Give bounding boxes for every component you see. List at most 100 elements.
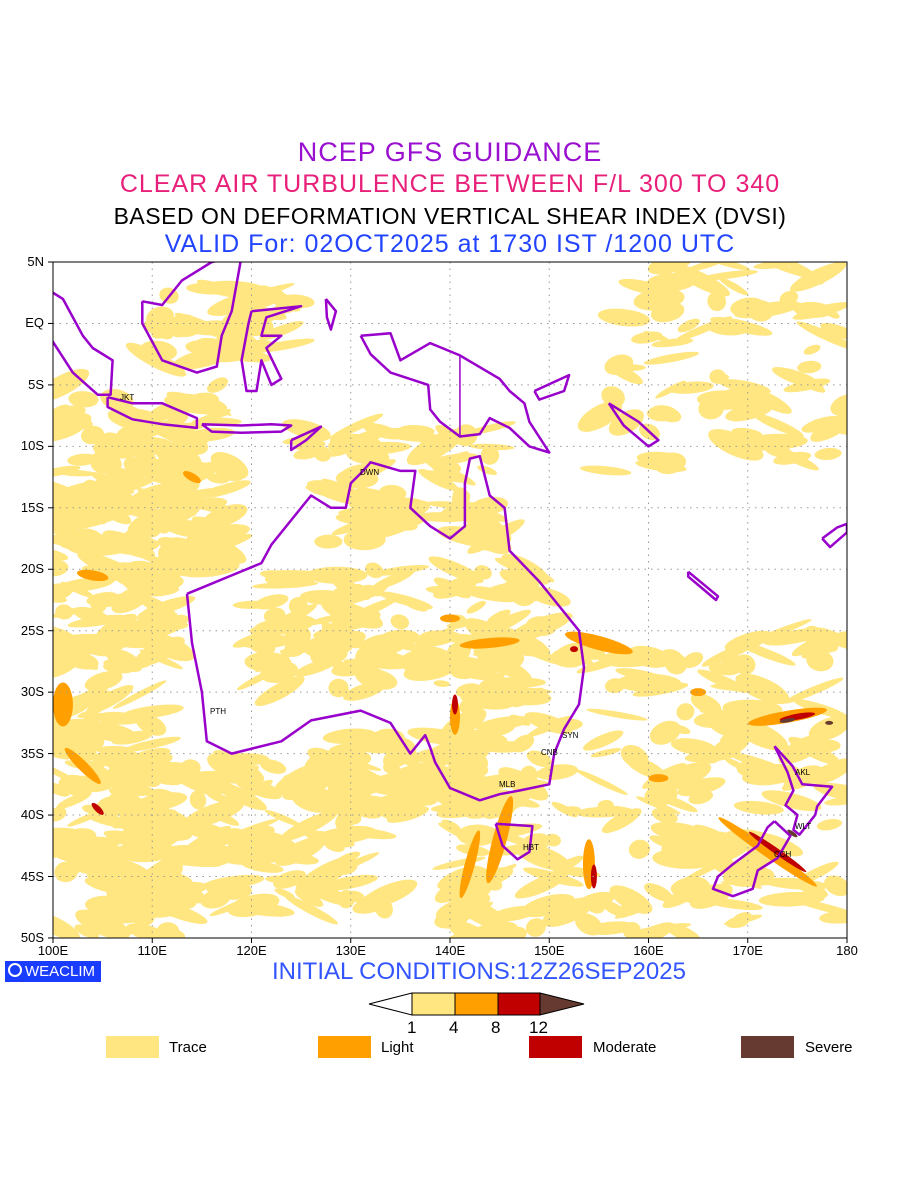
- trace-area: [616, 673, 682, 693]
- trace-area: [812, 418, 838, 427]
- trace-area: [143, 320, 174, 340]
- trace-area: [259, 831, 300, 858]
- lat-label: 20S: [20, 561, 44, 577]
- trace-area: [317, 489, 363, 506]
- trace-area: [145, 453, 193, 466]
- trace-area: [796, 321, 847, 351]
- trace-area: [480, 446, 500, 465]
- trace-area: [53, 583, 73, 602]
- colorbar-label: 12: [529, 1018, 548, 1037]
- trace-area: [311, 860, 351, 876]
- trace-area: [185, 461, 213, 470]
- trace-area: [134, 576, 156, 587]
- trace-area: [803, 344, 821, 355]
- trace-area: [145, 612, 178, 625]
- trace-area: [288, 597, 308, 615]
- trace-area: [154, 870, 173, 882]
- trace-area: [444, 663, 470, 673]
- title-model: NCEP GFS GUIDANCE: [297, 137, 603, 167]
- trace-area: [463, 504, 508, 522]
- trace-area: [689, 883, 733, 909]
- trace-area: [73, 734, 105, 754]
- lat-label: 50S: [20, 929, 44, 945]
- lat-label: 15S: [20, 499, 44, 515]
- trace-area: [598, 650, 659, 668]
- trace-area: [195, 337, 238, 361]
- trace-area: [259, 759, 287, 774]
- trace-area: [459, 737, 501, 755]
- trace-area: [346, 446, 390, 465]
- trace-area: [511, 734, 535, 753]
- lon-label: 120E: [236, 943, 267, 958]
- severe-area: [787, 829, 798, 838]
- trace-area: [628, 839, 651, 859]
- colorbar-label: 4: [449, 1018, 459, 1037]
- legend-label-severe: Severe: [805, 1039, 853, 1056]
- trace-area: [779, 290, 799, 306]
- trace-area: [435, 424, 467, 445]
- trace-area: [152, 788, 182, 805]
- trace-area: [157, 922, 180, 938]
- trace-area: [167, 766, 223, 797]
- trace-area: [590, 747, 622, 758]
- trace-area: [151, 426, 202, 449]
- lon-label: 160E: [633, 943, 664, 958]
- trace-area: [526, 750, 552, 767]
- trace-area: [398, 424, 435, 437]
- trace-area: [466, 600, 486, 614]
- trace-area: [112, 680, 167, 709]
- trace-area: [650, 821, 712, 844]
- trace-area: [761, 790, 822, 812]
- trace-area: [54, 469, 98, 477]
- lat-label: 5N: [27, 254, 44, 269]
- trace-area: [644, 883, 674, 902]
- trace-area: [708, 663, 740, 676]
- trace-area: [622, 921, 641, 938]
- trace-area: [111, 730, 153, 745]
- trace-area: [512, 687, 544, 708]
- title-method: BASED ON DEFORMATION VERTICAL SHEAR INDE…: [113, 203, 787, 229]
- trace-area: [322, 728, 376, 744]
- lon-label: 140E: [434, 943, 466, 958]
- trace-area: [294, 888, 324, 907]
- trace-area: [690, 693, 722, 715]
- trace-area: [789, 262, 847, 292]
- trace-area: [806, 649, 834, 672]
- trace-area: [109, 477, 157, 496]
- lon-label: 130E: [335, 943, 366, 958]
- trace-area: [460, 901, 494, 921]
- trace-area: [197, 482, 244, 498]
- trace-area: [514, 871, 568, 899]
- trace-area: [646, 405, 678, 422]
- trace-area: [264, 810, 302, 827]
- trace-area: [147, 898, 208, 924]
- coastline-fiji: [821, 522, 847, 549]
- trace-area: [719, 277, 749, 296]
- trace-area: [196, 279, 253, 301]
- lon-label: 100E: [37, 943, 69, 958]
- weaclim-logo: WEACLIM: [5, 961, 101, 982]
- axis-ticks: [48, 261, 848, 943]
- trace-area: [214, 464, 244, 482]
- trace-area: [284, 895, 338, 925]
- trace-area: [187, 429, 219, 442]
- trace-area: [734, 654, 756, 675]
- trace-area: [668, 381, 714, 394]
- grid-lines: [53, 262, 847, 938]
- trace-area: [275, 836, 326, 866]
- trace-area: [83, 843, 130, 863]
- trace-area: [123, 456, 142, 473]
- coastline-new-guinea: [359, 332, 551, 454]
- trace-area: [373, 793, 426, 815]
- trace-area: [207, 753, 252, 780]
- trace-area: [509, 714, 531, 726]
- trace-area: [657, 762, 712, 791]
- trace-area: [124, 815, 186, 840]
- coastline-timor: [289, 425, 323, 452]
- coastline-sulawesi: [240, 304, 303, 393]
- trace-area: [106, 795, 141, 812]
- trace-area: [63, 651, 99, 670]
- trace-area: [254, 618, 306, 634]
- trace-area: [601, 386, 625, 408]
